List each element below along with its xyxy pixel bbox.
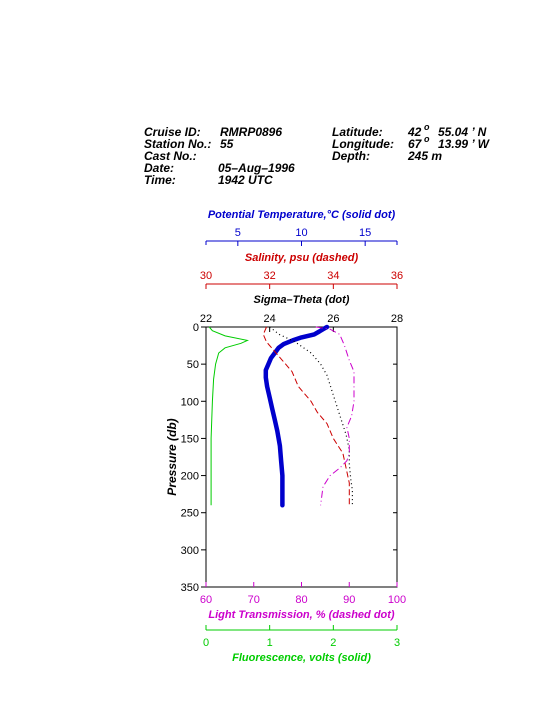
longitude-minutes: 13.99 ’ W [438,137,489,151]
transmission-axis-label: Light Transmission, % (dashed dot) [208,609,395,621]
latitude-minutes: 55.04 ’ N [438,125,487,139]
latitude-label: Latitude: [332,125,383,139]
pressure-tick-label: 100 [181,396,199,408]
transmission-tick-label: 60 [200,594,212,606]
transmission-tick-label: 100 [388,594,406,606]
transmission-series-line [315,326,355,506]
date-value: 05–Aug–1996 [218,161,295,175]
temperature-axis-label: Potential Temperature,°C (solid dot) [208,209,396,221]
sigma-tick-label: 22 [200,313,212,325]
temperature-tick-label: 5 [235,227,241,239]
fluorescence-tick-label: 3 [394,637,400,649]
pressure-tick-label: 300 [181,545,199,557]
pressure-tick-label: 350 [181,582,199,594]
fluorescence-tick-label: 2 [330,637,336,649]
plot-frame [205,326,398,588]
sigma-series-line [269,326,353,506]
transmission-tick-label: 70 [248,594,260,606]
temperature-tick-label: 10 [295,227,307,239]
pressure-tick-label: 50 [187,359,199,371]
fluorescence-axis-label: Fluorescence, volts (solid) [232,652,371,664]
sigma-tick-label: 28 [391,313,403,325]
longitude-label: Longitude: [332,137,394,151]
latitude-degree-mark: o [424,122,430,132]
pressure-axis-label: Pressure (db) [165,418,179,495]
longitude-degrees: 67 [408,137,422,151]
time-value: 1942 UTC [218,173,273,187]
fluorescence-tick-label: 0 [203,637,209,649]
depth-label: Depth: [332,149,370,163]
cast-label: Cast No.: [144,149,197,163]
sigma-tick-label: 26 [327,313,339,325]
pressure-tick-label: 250 [181,508,199,520]
time-label: Time: [144,173,176,187]
salinity-tick-label: 30 [200,270,212,282]
sigma-tick-label: 24 [264,313,276,325]
station-label: Station No.: [144,137,212,151]
temperature-tick-label: 15 [359,227,371,239]
latitude-degrees: 42 [408,125,422,139]
salinity-tick-label: 32 [264,270,276,282]
sigma-axis-label: Sigma–Theta (dot) [254,294,350,306]
pressure-tick-label: 150 [181,433,199,445]
salinity-tick-label: 34 [327,270,339,282]
longitude-degree-mark: o [424,134,430,144]
cruise-id-label: Cruise ID: [144,125,201,139]
salinity-tick-label: 36 [391,270,403,282]
temperature-series-line [263,324,330,508]
cruise-id-value: RMRP0896 [220,125,283,139]
transmission-tick-label: 80 [295,594,307,606]
date-label: Date: [144,161,175,175]
station-value: 55 [220,137,234,151]
pressure-tick-label: 200 [181,471,199,483]
fluorescence-tick-label: 1 [267,637,273,649]
transmission-tick-label: 90 [343,594,355,606]
fluorescence-series-line [208,326,250,506]
depth-value: 245 m [408,149,443,163]
salinity-axis-label: Salinity, psu (dashed) [245,252,359,264]
pressure-tick-label: 0 [193,322,199,334]
